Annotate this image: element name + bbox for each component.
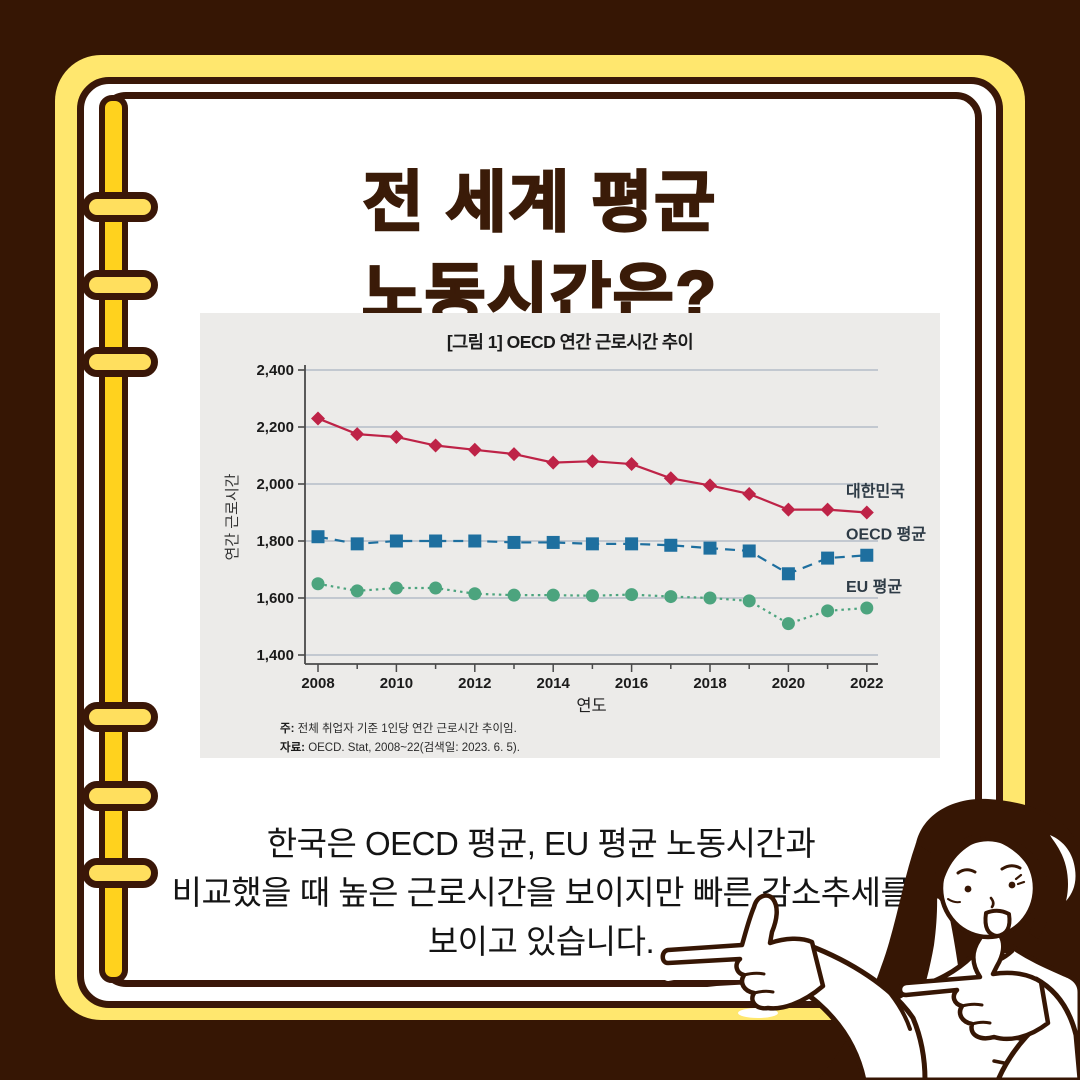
- svg-text:2,400: 2,400: [256, 362, 294, 379]
- woman-eye-left: [964, 885, 972, 893]
- woman-hand-left: [660, 893, 826, 1011]
- svg-text:2018: 2018: [693, 675, 726, 692]
- caption-line1: 한국은 OECD 평균, EU 평균 노동시간과: [266, 825, 816, 862]
- pointing-woman-illustration: [660, 798, 1080, 1080]
- binder-ring: [82, 270, 158, 300]
- caption-line3: 보이고 있습니다.: [427, 923, 655, 960]
- svg-text:대한민국: 대한민국: [846, 482, 905, 501]
- woman-bangs-left: [930, 833, 982, 899]
- svg-text:2022: 2022: [850, 675, 883, 692]
- svg-text:연간 근로시간: 연간 근로시간: [224, 473, 241, 560]
- svg-text:2020: 2020: [772, 675, 805, 692]
- caption-line2: 비교했을 때 높은 근로시간을 보이지만 빠른 감소추세를: [171, 874, 911, 911]
- svg-text:2,000: 2,000: [256, 476, 294, 493]
- woman-brow-left: [956, 868, 977, 875]
- svg-text:2016: 2016: [615, 675, 648, 692]
- hand-right-knuckle: [960, 1002, 992, 1026]
- hand-left-knuckle: [742, 971, 775, 995]
- chart-source-line: 자료: OECD. Stat, 2008~22(검색일: 2023. 6. 5)…: [280, 739, 520, 758]
- hair-shine: [1050, 835, 1076, 901]
- svg-text:1,600: 1,600: [256, 590, 294, 607]
- woman-mouth: [983, 908, 1012, 938]
- svg-text:2,200: 2,200: [256, 419, 294, 436]
- chart-svg: 1,400 1,600 1,800 2,000 2,200 2,400 2008 2010 20…: [224, 362, 926, 715]
- chart-notes: 주: 전체 취업자 기준 1인당 연간 근로시간 추이임. 자료: OECD. …: [280, 720, 520, 758]
- page-title-line1: 전 세계 평균: [362, 164, 718, 241]
- motion-streak: [738, 1008, 778, 1018]
- svg-text:2010: 2010: [380, 675, 413, 692]
- svg-text:2012: 2012: [458, 675, 491, 692]
- binder-ring: [82, 781, 158, 811]
- svg-text:2014: 2014: [537, 675, 571, 692]
- note-text: 전체 취업자 기준 1인당 연간 근로시간 추이임.: [294, 723, 517, 735]
- woman-brow-right: [1000, 864, 1022, 871]
- binder-ring: [82, 858, 158, 888]
- chart-note-line: 주: 전체 취업자 기준 1인당 연간 근로시간 추이임.: [280, 720, 520, 739]
- source-label: 자료:: [280, 742, 305, 754]
- woman-cheek: [947, 898, 961, 904]
- notebook-spine: [99, 95, 128, 983]
- binder-ring: [82, 192, 158, 222]
- source-text: OECD. Stat, 2008~22(검색일: 2023. 6. 5).: [305, 742, 520, 754]
- svg-text:EU 평균: EU 평균: [846, 578, 902, 596]
- svg-text:1,800: 1,800: [256, 533, 294, 550]
- svg-text:2008: 2008: [301, 675, 334, 692]
- woman-eye-right: [1008, 881, 1016, 889]
- binder-ring: [82, 347, 158, 377]
- sleeve-line: [888, 991, 912, 1031]
- woman-nose: [989, 896, 995, 909]
- note-label: 주:: [280, 723, 295, 735]
- woman-bangs-right: [976, 832, 1050, 939]
- binder-ring: [82, 702, 158, 732]
- chart-title: [그림 1] OECD 연간 근로시간 추이: [446, 332, 694, 352]
- chart-panel: 1,400 1,600 1,800 2,000 2,200 2,400 2008 2010 20…: [200, 313, 940, 758]
- svg-text:OECD 평균: OECD 평균: [846, 525, 926, 543]
- woman-eyelash: [1014, 873, 1026, 886]
- svg-text:1,400: 1,400: [256, 647, 294, 664]
- svg-text:연도: 연도: [576, 696, 606, 715]
- caption-text: 한국은 OECD 평균, EU 평균 노동시간과 비교했을 때 높은 근로시간을…: [160, 819, 922, 966]
